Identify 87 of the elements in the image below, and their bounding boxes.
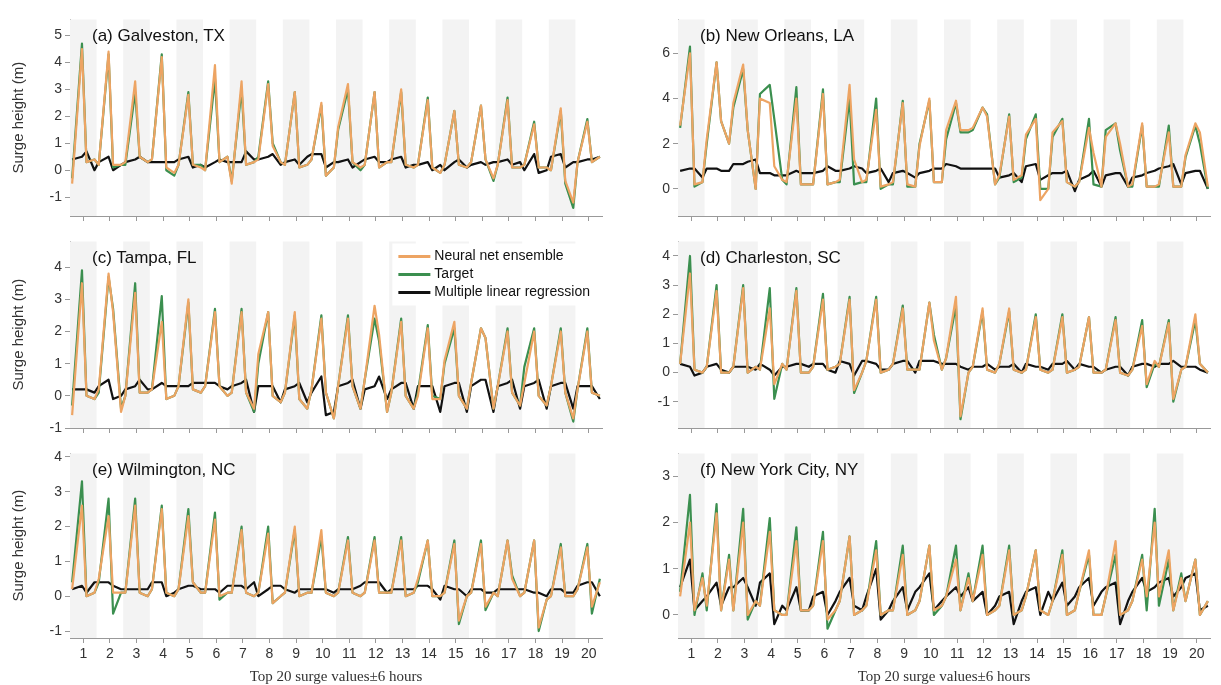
x-tick-label: 5	[793, 645, 802, 662]
legend-label: Multiple linear regression	[434, 283, 591, 300]
x-tick-label: 17	[1109, 645, 1125, 662]
y-tick-label: 4	[662, 89, 671, 106]
x-tick-label: 12	[976, 645, 992, 662]
y-tick-label: 4	[54, 447, 63, 464]
y-tick-label: 1	[662, 334, 671, 351]
x-tick-label: 11	[342, 645, 357, 662]
x-tick-label: 14	[1029, 645, 1046, 662]
x-tick-label: 8	[873, 645, 882, 662]
x-tick-label: 11	[950, 645, 965, 662]
x-tick-label: 15	[1055, 645, 1072, 662]
x-tick-label: 15	[447, 645, 464, 662]
x-tick-label: 7	[239, 645, 247, 662]
x-tick-label: 1	[687, 645, 696, 662]
legend-label: Target	[434, 265, 474, 282]
x-tick-label: 2	[714, 645, 722, 662]
y-tick-label: 2	[662, 134, 671, 151]
x-tick-label: 3	[740, 645, 749, 662]
y-tick-label: 4	[662, 246, 671, 263]
x-tick-label: 6	[820, 645, 829, 662]
y-tick-label: 0	[54, 587, 63, 604]
y-tick-label: 1	[54, 354, 63, 371]
x-tick-label: 7	[847, 645, 855, 662]
y-tick-label: 6	[662, 44, 671, 61]
x-tick-label: 13	[394, 645, 411, 662]
x-tick-label: 12	[368, 645, 384, 662]
y-tick-label: 2	[54, 517, 63, 534]
x-tick-label: 2	[106, 645, 114, 662]
x-tick-label: 4	[767, 645, 776, 662]
x-tick-label: 19	[1162, 645, 1179, 662]
x-tick-label: 8	[265, 645, 274, 662]
y-tick-label: 3	[54, 80, 63, 97]
y-tick-label: 1	[662, 559, 671, 576]
y-tick-label: 1	[54, 134, 63, 151]
y-tick-label: 3	[662, 467, 671, 484]
x-tick-label: 20	[1188, 645, 1205, 662]
y-tick-label: 2	[662, 305, 671, 322]
x-tick-label: 9	[900, 645, 909, 662]
chart-title: (d) Charleston, SC	[700, 247, 841, 267]
x-tick-label: 14	[421, 645, 438, 662]
y-tick-label: 4	[54, 53, 63, 70]
y-tick-label: -1	[49, 621, 63, 638]
x-tick-label: 1	[79, 645, 88, 662]
y-tick-label: 5	[54, 26, 63, 43]
y-tick-label: 0	[54, 386, 63, 403]
y-tick-label: 2	[54, 322, 63, 339]
x-tick-label: 16	[1082, 645, 1099, 662]
y-axis-title: Surge height (m)	[9, 489, 27, 602]
y-axis-title: Surge height (m)	[9, 278, 27, 391]
x-tick-label: 3	[132, 645, 141, 662]
x-tick-label: 10	[922, 645, 939, 662]
x-axis-title: Top 20 surge values±6 hours	[857, 667, 1031, 684]
x-tick-label: 5	[185, 645, 194, 662]
chart-title: (e) Wilmington, NC	[92, 459, 236, 479]
legend-label: Neural net ensemble	[434, 247, 564, 264]
x-tick-label: 13	[1002, 645, 1019, 662]
x-tick-label: 4	[159, 645, 168, 662]
y-tick-label: 0	[662, 179, 671, 196]
y-tick-label: 0	[662, 363, 671, 380]
y-tick-label: 2	[662, 513, 671, 530]
chart-title: (f) New York City, NY	[700, 459, 859, 479]
y-tick-label: -1	[49, 418, 63, 435]
x-tick-label: 17	[501, 645, 517, 662]
chart-title: (a) Galveston, TX	[92, 25, 225, 45]
y-tick-label: 1	[54, 552, 63, 569]
chart-title: (b) New Orleans, LA	[700, 25, 855, 45]
x-tick-label: 20	[580, 645, 597, 662]
x-tick-label: 18	[527, 645, 544, 662]
x-tick-label: 9	[292, 645, 301, 662]
x-tick-label: 18	[1135, 645, 1152, 662]
x-tick-label: 16	[474, 645, 491, 662]
y-tick-label: 3	[54, 290, 63, 307]
x-tick-label: 19	[554, 645, 571, 662]
y-tick-label: 4	[54, 258, 63, 274]
y-tick-label: 3	[662, 275, 671, 292]
y-axis-title: Surge height (m)	[9, 61, 27, 174]
y-tick-label: 0	[54, 161, 63, 178]
y-tick-label: -1	[49, 188, 63, 205]
x-tick-label: 6	[212, 645, 221, 662]
y-tick-label: 2	[54, 107, 63, 124]
y-tick-label: -1	[657, 392, 671, 409]
chart-title: (c) Tampa, FL	[92, 247, 197, 267]
y-tick-label: 3	[54, 482, 63, 499]
x-axis-title: Top 20 surge values±6 hours	[249, 667, 423, 684]
y-tick-label: 0	[662, 605, 671, 622]
x-tick-label: 10	[314, 645, 331, 662]
